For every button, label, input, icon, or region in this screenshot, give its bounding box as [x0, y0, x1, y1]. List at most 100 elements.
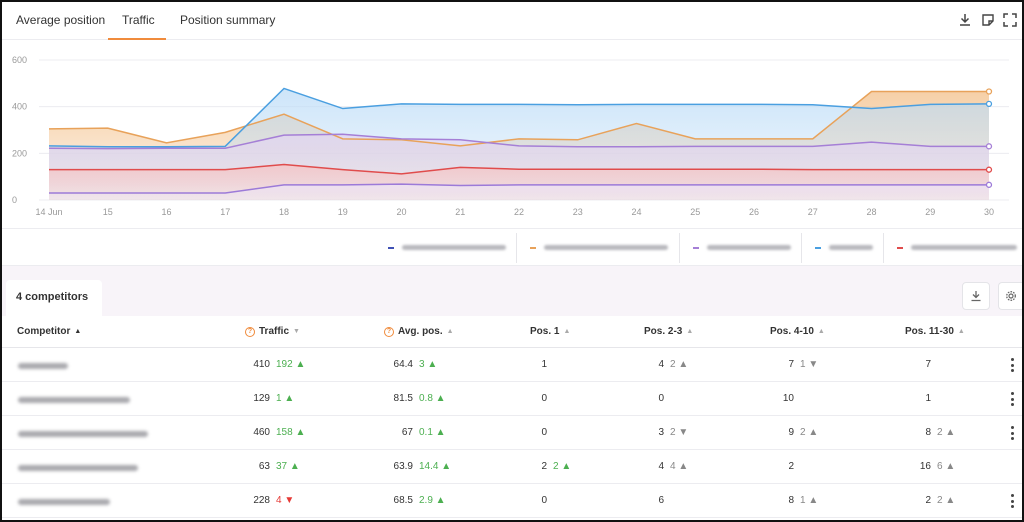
download-icon[interactable] — [958, 13, 972, 27]
competitor-name — [18, 465, 138, 471]
competitor-name — [18, 499, 110, 505]
row-menu-icon[interactable] — [1010, 494, 1014, 508]
col-pos2-3-label: Pos. 2-3 — [644, 326, 683, 337]
cell-traffic: 129 — [253, 393, 270, 404]
row-menu-icon[interactable] — [1010, 358, 1014, 372]
competitor-name — [18, 431, 148, 437]
cell-p410-delta: 2 ▲ — [800, 427, 819, 438]
cell-p23: 0 — [658, 393, 664, 404]
cell-p410: 8 — [788, 495, 794, 506]
legend-divider — [679, 233, 680, 263]
legend-item-1[interactable] — [388, 229, 506, 266]
legend-item-2[interactable] — [530, 229, 668, 266]
cell-traffic-delta: 37 ▲ — [276, 461, 300, 472]
cell-p1130: 8 — [925, 427, 931, 438]
y-tick-label: 600 — [12, 55, 27, 65]
cell-p23-delta: 2 ▲ — [670, 359, 689, 370]
fullscreen-icon[interactable] — [1003, 13, 1017, 27]
tab-position-summary[interactable]: Position summary — [180, 13, 276, 27]
cell-p23: 4 — [658, 461, 664, 472]
table-header: Competitor ▲ ? Traffic ▼ ? Avg. pos. ▲ P… — [2, 316, 1022, 348]
x-tick-label: 20 — [396, 207, 406, 217]
cell-p410: 7 — [788, 359, 794, 370]
col-pos11-30[interactable]: Pos. 11-30 ▲ — [905, 326, 965, 337]
cell-p23: 6 — [658, 495, 664, 506]
series-line-2 — [48, 87, 990, 148]
col-pos1-label: Pos. 1 — [530, 326, 560, 337]
help-icon[interactable]: ? — [384, 326, 394, 337]
table-row[interactable]: 460 158 ▲ 67 0.1 ▲ 0 3 2 ▼ 9 2 ▲ 8 2 ▲ — [2, 416, 1022, 450]
competitors-header: 4 competitors — [2, 266, 1022, 316]
settings-button[interactable] — [998, 282, 1022, 310]
cell-p1: 1 — [541, 359, 547, 370]
x-tick-label: 15 — [103, 207, 113, 217]
x-tick-label: 29 — [925, 207, 935, 217]
legend-item-4[interactable] — [815, 229, 873, 266]
competitors-count-tab[interactable]: 4 competitors — [6, 280, 102, 316]
tab-average-position[interactable]: Average position — [16, 13, 106, 27]
cell-avg-delta: 14.4 ▲ — [419, 461, 452, 472]
series-line-4 — [49, 163, 989, 175]
cell-p410: 9 — [788, 427, 794, 438]
col-pos4-10[interactable]: Pos. 4-10 ▲ — [770, 326, 825, 337]
sort-asc-icon: ▲ — [446, 328, 454, 335]
col-traffic[interactable]: ? Traffic ▼ — [245, 326, 300, 337]
legend-label-3 — [707, 245, 791, 250]
cell-p410: 10 — [782, 393, 794, 404]
y-tick-label: 200 — [12, 148, 27, 158]
legend-swatch-2 — [530, 246, 536, 249]
x-tick-label: 26 — [749, 207, 759, 217]
legend-swatch-3 — [693, 246, 699, 249]
x-tick-label: 27 — [808, 207, 818, 217]
legend-label-4 — [829, 245, 873, 250]
export-button[interactable] — [962, 282, 990, 310]
table-row[interactable]: 228 4 ▼ 68.5 2.9 ▲ 0 6 8 1 ▲ 2 2 ▲ — [2, 484, 1022, 518]
cell-avg: 81.5 — [393, 393, 413, 404]
table-row[interactable]: 129 1 ▲ 81.5 0.8 ▲ 0 0 10 1 — [2, 382, 1022, 416]
cell-p1130: 7 — [925, 359, 931, 370]
legend-label-5 — [911, 245, 1017, 250]
series-line-5 — [49, 183, 989, 194]
x-tick-label: 24 — [631, 207, 641, 217]
cell-p1: 0 — [541, 427, 547, 438]
cell-p1130: 16 — [919, 461, 931, 472]
cell-p1-delta: 2 ▲ — [553, 461, 572, 472]
x-tick-label: 21 — [455, 207, 465, 217]
legend-item-5[interactable] — [897, 229, 1017, 266]
col-competitor-label: Competitor — [17, 326, 71, 337]
legend-swatch-5 — [897, 246, 903, 249]
note-icon[interactable] — [981, 13, 995, 27]
cell-p410: 2 — [788, 461, 794, 472]
table-row[interactable]: 63 37 ▲ 63.9 14.4 ▲ 2 2 ▲ 4 4 ▲ 2 16 6 ▲ — [2, 450, 1022, 484]
cell-p1130-delta: 6 ▲ — [937, 461, 956, 472]
cell-avg-delta: 2.9 ▲ — [419, 495, 446, 506]
col-avg-pos-label: Avg. pos. — [398, 326, 443, 337]
legend-divider — [883, 233, 884, 263]
series-end-point-4 — [985, 166, 993, 173]
series-end-point-3 — [985, 143, 993, 150]
row-menu-icon[interactable] — [1010, 426, 1014, 440]
help-icon[interactable]: ? — [245, 326, 255, 337]
col-avg-pos[interactable]: ? Avg. pos. ▲ — [384, 326, 454, 337]
cell-p23-delta: 4 ▲ — [670, 461, 689, 472]
cell-p1130-delta: 2 ▲ — [937, 495, 956, 506]
legend-item-3[interactable] — [693, 229, 791, 266]
cell-traffic: 228 — [253, 495, 270, 506]
cell-p1130: 2 — [925, 495, 931, 506]
series-end-point-2 — [985, 100, 993, 108]
table-row[interactable]: 410 192 ▲ 64.4 3 ▲ 1 4 2 ▲ 7 1 ▼ 7 — [2, 348, 1022, 382]
col-pos2-3[interactable]: Pos. 2-3 ▲ — [644, 326, 693, 337]
tab-bar: Average position Traffic Position summar… — [2, 2, 1022, 40]
x-tick-label: 23 — [573, 207, 583, 217]
cell-avg-delta: 0.8 ▲ — [419, 393, 446, 404]
x-tick-label: 18 — [279, 207, 289, 217]
download-icon — [971, 291, 981, 302]
col-pos4-10-label: Pos. 4-10 — [770, 326, 814, 337]
col-pos1[interactable]: Pos. 1 ▲ — [530, 326, 570, 337]
row-menu-icon[interactable] — [1010, 392, 1014, 406]
sort-asc-icon: ▲ — [957, 328, 965, 335]
cell-p1: 0 — [541, 393, 547, 404]
tab-traffic[interactable]: Traffic — [122, 13, 155, 27]
col-competitor[interactable]: Competitor ▲ — [17, 326, 81, 337]
